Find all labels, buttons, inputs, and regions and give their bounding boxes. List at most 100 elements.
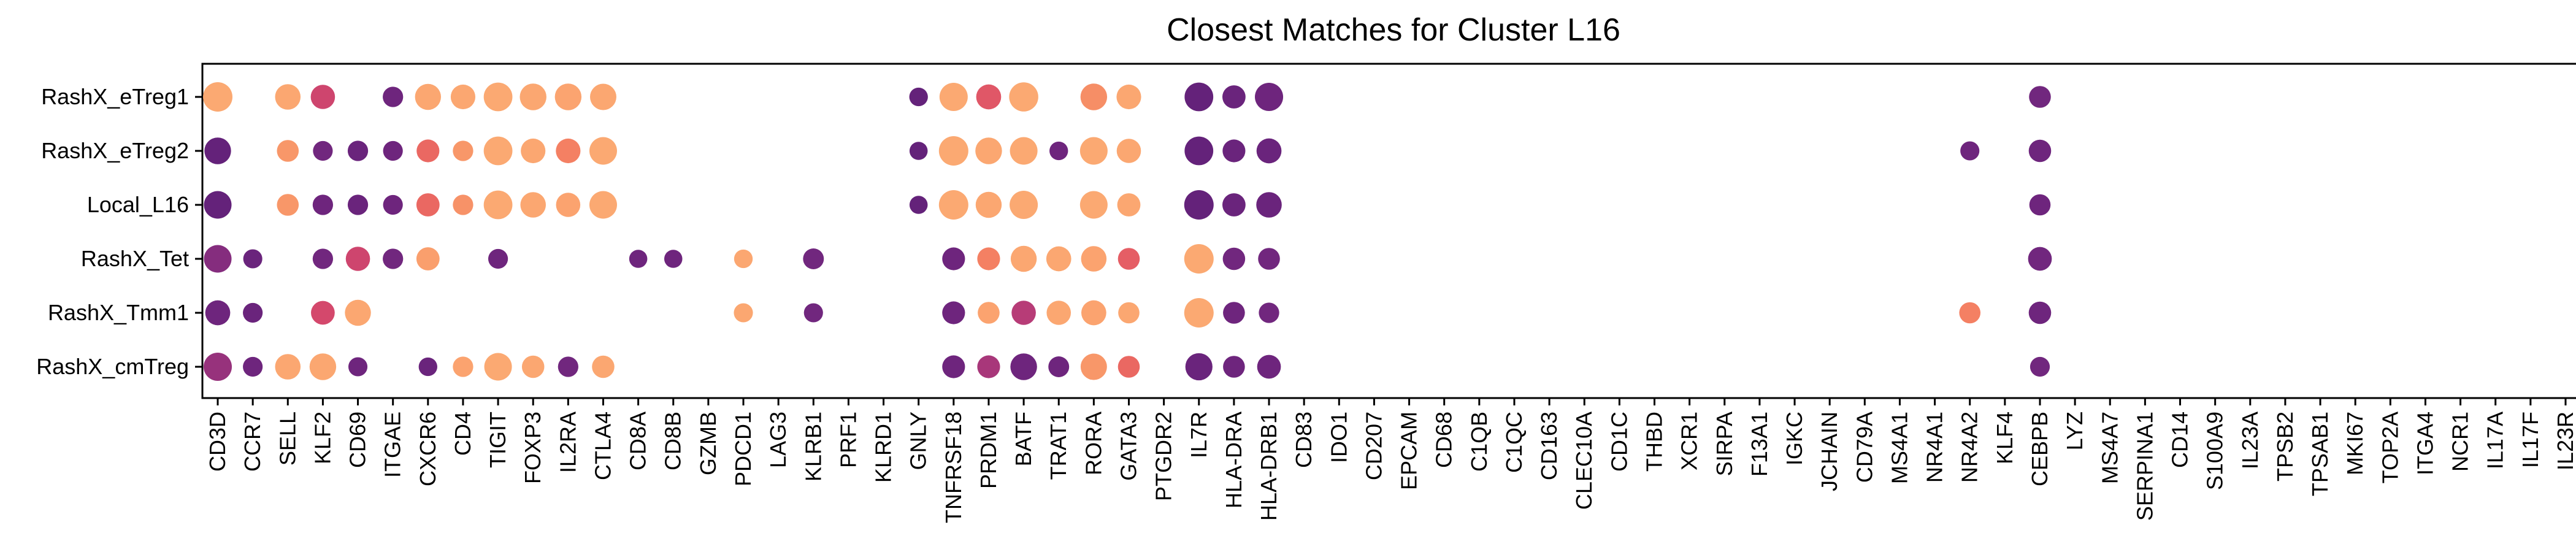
dot-rashx-tet-itgae	[383, 248, 404, 269]
dot-rashx-cmtreg-tigit	[484, 353, 512, 381]
column-label-ido1: IDO1	[1326, 412, 1351, 463]
column-label-prdm1: PRDM1	[976, 412, 1001, 489]
column-label-tpsab1: TPSAB1	[2307, 412, 2333, 496]
column-label-cd83: CD83	[1291, 412, 1316, 468]
column-label-s100a9: S100A9	[2202, 412, 2228, 490]
column-label-nr4a2: NR4A2	[1957, 412, 1982, 483]
dot-rashx-etreg2-foxp3	[521, 138, 546, 164]
column-label-il7r: IL7R	[1186, 412, 1211, 458]
dot-rashx-tet-pdcd1	[734, 249, 753, 269]
axis-ticks	[195, 96, 2567, 405]
column-label-sell: SELL	[275, 412, 300, 466]
column-label-ncr1: NCR1	[2448, 412, 2473, 472]
dot-rashx-tmm1-cebpb	[2028, 301, 2052, 324]
dot-rashx-etreg1-il2ra	[554, 83, 582, 110]
column-label-prf1: PRF1	[835, 412, 861, 468]
dot-rashx-tmm1-cd69	[345, 299, 371, 326]
dot-rashx-tmm1-klrb1	[803, 303, 823, 323]
dot-rashx-etreg2-trat1	[1049, 141, 1068, 161]
dot-rashx-tet-cxcr6	[416, 247, 440, 270]
column-label-gata3: GATA3	[1116, 412, 1141, 481]
column-label-mki67: MKI67	[2342, 412, 2367, 475]
dot-rashx-tet-ccr7	[243, 249, 263, 269]
dot-rashx-cmtreg-trat1	[1048, 356, 1070, 377]
column-label-trat1: TRAT1	[1046, 412, 1071, 480]
dot-local-l16-tnfrsf18	[938, 190, 968, 220]
column-label-thbd: THBD	[1642, 412, 1667, 472]
column-label-cd163: CD163	[1536, 412, 1562, 480]
column-label-serpina1: SERPINA1	[2132, 412, 2157, 521]
dot-rashx-etreg1-itgae	[383, 86, 404, 107]
column-label-cd207: CD207	[1361, 412, 1386, 480]
dot-rashx-etreg1-gata3	[1116, 84, 1141, 110]
column-label-rora: RORA	[1081, 412, 1106, 475]
column-label-ccr7: CCR7	[240, 412, 265, 472]
dot-local-l16-klf2	[312, 194, 334, 215]
column-label-klrd1: KLRD1	[871, 412, 896, 483]
dot-rashx-cmtreg-ccr7	[243, 356, 263, 377]
dot-rashx-tet-gata3	[1117, 248, 1140, 270]
dot-rashx-cmtreg-hla-drb1	[1257, 355, 1281, 379]
column-label-cebpb: CEBPB	[2027, 412, 2052, 486]
dot-rashx-etreg2-tigit	[483, 136, 513, 166]
dot-rashx-cmtreg-cd3d	[203, 352, 232, 381]
column-label-gnly: GNLY	[906, 412, 931, 470]
plot-frame	[201, 63, 2576, 399]
dot-rashx-tmm1-gata3	[1118, 302, 1140, 324]
column-label-hla-drb1: HLA-DRB1	[1256, 412, 1281, 521]
column-label-cd79a: CD79A	[1852, 412, 1877, 483]
column-label-cd8b: CD8B	[661, 412, 686, 470]
column-label-cd69: CD69	[345, 412, 370, 468]
dot-rashx-tet-trat1	[1046, 246, 1071, 272]
dot-rashx-tmm1-pdcd1	[734, 303, 753, 323]
column-label-clec10a: CLEC10A	[1571, 412, 1597, 510]
dot-rashx-etreg2-tnfrsf18	[938, 136, 968, 166]
dot-rashx-etreg2-hla-dra	[1222, 139, 1246, 163]
dot-rashx-etreg1-hla-drb1	[1255, 82, 1284, 112]
dot-rashx-tet-cebpb	[2028, 247, 2052, 271]
dot-rashx-etreg2-gata3	[1116, 139, 1141, 163]
dot-rashx-cmtreg-cd69	[348, 357, 368, 377]
dot-rashx-tmm1-trat1	[1046, 301, 1071, 325]
dot-local-l16-gnly	[909, 196, 928, 214]
dot-rashx-etreg1-cd4	[450, 84, 476, 110]
dot-rashx-etreg1-sell	[275, 84, 301, 110]
column-label-lyz: LYZ	[2062, 412, 2087, 450]
column-label-klf2: KLF2	[310, 412, 335, 464]
dot-rashx-tmm1-cd3d	[205, 300, 231, 326]
dot-rashx-tet-tigit	[488, 248, 508, 269]
dot-rashx-tet-cd69	[345, 247, 370, 271]
dot-rashx-etreg2-il7r	[1184, 136, 1214, 166]
column-label-xcr1: XCR1	[1677, 412, 1702, 470]
dot-rashx-cmtreg-cebpb	[2030, 356, 2050, 377]
column-label-ctla4: CTLA4	[590, 412, 615, 480]
dot-rashx-etreg2-rora	[1079, 137, 1108, 165]
dot-local-l16-cxcr6	[416, 193, 440, 217]
column-label-tigit: TIGIT	[485, 412, 510, 468]
dot-rashx-tet-klf2	[312, 248, 334, 269]
dot-local-l16-prdm1	[975, 191, 1002, 218]
dot-rashx-cmtreg-cxcr6	[418, 357, 437, 377]
dot-local-l16-hla-dra	[1222, 193, 1246, 217]
dot-rashx-tmm1-hla-dra	[1223, 302, 1245, 324]
column-label-klf4: KLF4	[1992, 412, 2017, 464]
column-label-foxp3: FOXP3	[520, 412, 545, 484]
dot-rashx-etreg2-cd69	[347, 140, 369, 161]
dot-rashx-etreg1-gnly	[909, 87, 928, 107]
dot-rashx-tet-cd3d	[204, 245, 232, 273]
dot-rashx-tet-il7r	[1184, 244, 1214, 274]
dot-rashx-etreg1-klf2	[310, 85, 335, 109]
row-label-rashx-cmtreg: RashX_cmTreg	[36, 354, 189, 379]
dot-rashx-tet-hla-drb1	[1258, 248, 1280, 270]
dot-rashx-cmtreg-hla-dra	[1223, 356, 1245, 378]
dot-rashx-etreg2-cxcr6	[416, 139, 440, 163]
dot-rashx-etreg2-cd3d	[204, 137, 231, 164]
dot-rashx-etreg1-hla-dra	[1222, 85, 1246, 109]
column-label-cd3d: CD3D	[205, 412, 230, 472]
column-label-igkc: IGKC	[1782, 412, 1807, 466]
dot-rashx-tmm1-prdm1	[978, 302, 1000, 324]
column-label-klrb1: KLRB1	[800, 412, 826, 481]
row-label-rashx-tmm1: RashX_Tmm1	[48, 300, 189, 325]
dot-rashx-cmtreg-prdm1	[977, 355, 1000, 378]
